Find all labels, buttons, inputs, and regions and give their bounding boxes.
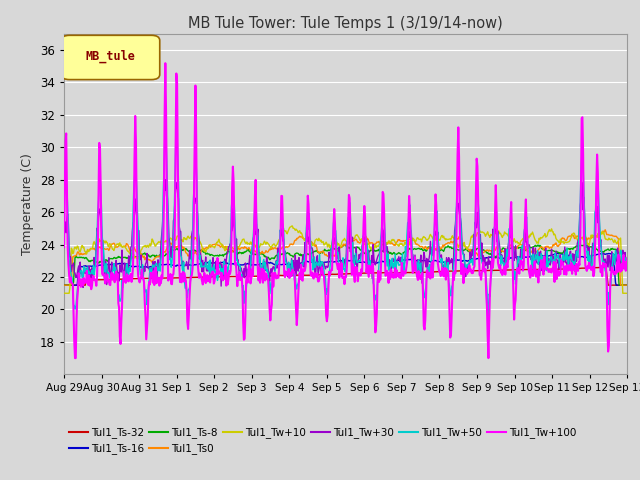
Legend: Tul1_Ts-32, Tul1_Ts-16, Tul1_Ts-8, Tul1_Ts0, Tul1_Tw+10, Tul1_Tw+30, Tul1_Tw+50,: Tul1_Ts-32, Tul1_Ts-16, Tul1_Ts-8, Tul1_… [69,427,576,455]
Title: MB Tule Tower: Tule Temps 1 (3/19/14-now): MB Tule Tower: Tule Temps 1 (3/19/14-now… [188,16,503,31]
Text: MB_tule: MB_tule [86,50,136,63]
FancyBboxPatch shape [61,36,160,80]
Y-axis label: Temperature (C): Temperature (C) [21,153,35,255]
